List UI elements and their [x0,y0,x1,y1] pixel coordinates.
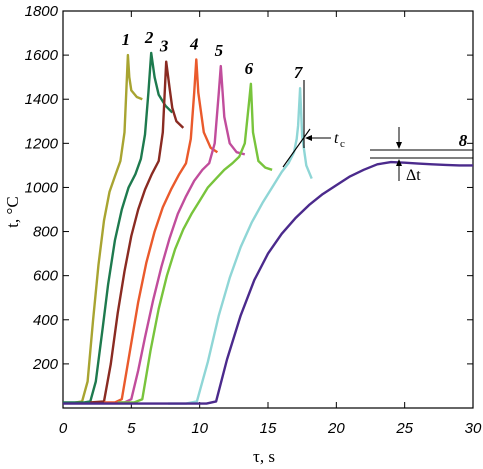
x-tick-label: 5 [127,420,136,437]
series-label-6: 6 [245,59,254,78]
x-tick-label: 10 [191,420,208,437]
dt-label: Δt [406,167,421,184]
dt-arrow-bottom-head [396,159,402,166]
y-tick-label: 800 [33,224,59,241]
series-label-4: 4 [189,35,199,54]
series-label-5: 5 [215,41,224,60]
series-line-2 [63,51,174,404]
annotations: t c Δt [282,80,473,184]
x-tick-label: 0 [59,420,68,437]
y-tick-label: 1400 [25,91,59,108]
y-tick-label: 600 [33,268,59,285]
y-ticks: 200 400 600 800 1000 1200 1400 1600 1800 [25,3,473,373]
y-tick-label: 1800 [25,3,59,20]
x-tick-label: 20 [327,420,345,437]
series-line-5 [117,64,246,404]
y-tick-label: 1600 [25,47,59,64]
y-tick-label: 1000 [25,179,59,196]
plot-frame [62,10,474,409]
tc-subscript: c [340,138,345,150]
tc-tangent-line [282,128,311,168]
y-tick-label: 1200 [25,135,59,152]
series-line-7 [168,86,313,405]
tc-arrow-head [305,135,312,141]
y-tick-label: 200 [32,356,59,373]
series-line-8 [63,160,473,405]
series-label-1: 1 [122,30,131,49]
x-ticks: 0 5 10 15 20 25 30 [59,11,482,437]
series-line-6 [117,82,273,404]
series-label-3: 3 [159,37,169,56]
series-line-3 [90,60,185,404]
series-label-7: 7 [294,63,304,82]
series-label-8: 8 [459,131,468,150]
x-axis-label: τ, s [253,447,275,466]
y-tick-label: 400 [33,312,59,329]
dt-arrow-top-head [396,142,402,149]
x-tick-label: 15 [260,420,277,437]
series-line-4 [104,58,219,404]
series-line-1 [75,53,143,404]
series-label-2: 2 [144,28,154,47]
series-layer [63,51,473,405]
x-tick-label: 25 [395,420,413,437]
curve-labels: 1 2 3 4 5 6 7 8 [122,28,468,150]
tc-label: t [334,130,339,147]
x-tick-label: 30 [465,420,482,437]
y-axis-label: t, °C [3,196,22,227]
